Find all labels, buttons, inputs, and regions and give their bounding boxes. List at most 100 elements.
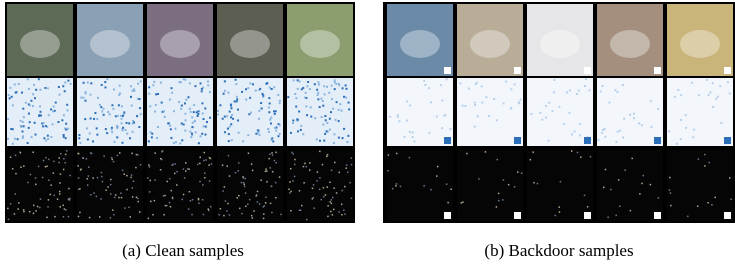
- attribution-speck: [176, 171, 178, 173]
- saliency-speck: [279, 124, 281, 126]
- saliency-speck: [157, 93, 159, 95]
- saliency-speck: [307, 81, 309, 83]
- trigger-patch: [654, 67, 661, 74]
- attribution-speck: [294, 159, 296, 161]
- saliency-speck: [441, 99, 443, 101]
- saliency-speck: [317, 98, 319, 100]
- saliency-speck: [474, 104, 476, 106]
- saliency-speck: [151, 133, 153, 135]
- saliency-speck: [347, 135, 349, 137]
- saliency-speck: [481, 102, 483, 104]
- saliency-speck: [31, 136, 33, 138]
- saliency-speck: [622, 136, 624, 138]
- saliency-speck: [691, 82, 693, 84]
- saliency-speck: [259, 88, 261, 90]
- saliency-speck: [63, 136, 65, 138]
- saliency-speck: [12, 128, 14, 130]
- attribution-speck: [222, 190, 224, 192]
- saliency-speck: [262, 94, 264, 96]
- saliency-speck: [343, 128, 345, 130]
- attribution-speck: [730, 199, 732, 201]
- saliency-speck: [93, 118, 95, 120]
- saliency-speck: [692, 136, 694, 138]
- saliency-speck: [332, 108, 334, 110]
- saliency-speck: [519, 99, 521, 101]
- attribution-speck: [228, 155, 230, 157]
- saliency-speck: [183, 78, 185, 80]
- saliency-speck: [271, 88, 273, 90]
- attribution-speck: [40, 198, 42, 200]
- saliency-speck: [406, 120, 408, 122]
- attribution-speck: [62, 205, 64, 207]
- saliency-speck: [29, 104, 31, 106]
- saliency-speck: [217, 113, 219, 115]
- attribution-speck: [332, 214, 334, 216]
- saliency-speck: [57, 121, 59, 123]
- saliency-speck: [230, 107, 232, 109]
- attribution-speck: [290, 210, 292, 212]
- saliency-speck: [324, 93, 326, 95]
- saliency-speck: [66, 104, 68, 106]
- saliency-speck: [309, 88, 311, 90]
- saliency-speck: [152, 84, 154, 86]
- attribution-speck: [400, 186, 402, 188]
- attribution-speck: [15, 155, 16, 157]
- attribution-speck: [113, 161, 115, 163]
- saliency-speck: [148, 93, 150, 95]
- saliency-speck: [171, 92, 173, 94]
- attribution-speck: [317, 171, 319, 173]
- attribution-speck: [140, 164, 142, 166]
- saliency-speck: [277, 135, 279, 137]
- attribution-speck: [498, 193, 500, 195]
- saliency-speck: [245, 99, 247, 101]
- attribution-speck: [430, 189, 432, 191]
- saliency-speck: [269, 87, 271, 89]
- saliency-speck: [83, 97, 85, 99]
- attribution-speck: [188, 168, 190, 170]
- saliency-speck: [99, 104, 101, 106]
- attribution-speck: [18, 202, 20, 204]
- saliency-speck: [227, 128, 229, 130]
- saliency-speck: [169, 125, 171, 127]
- saliency-speck: [314, 117, 316, 119]
- saliency-speck: [223, 93, 225, 95]
- attribution-speck: [92, 177, 94, 179]
- saliency-speck: [42, 125, 44, 127]
- saliency-speck: [505, 81, 507, 83]
- saliency-speck: [235, 83, 237, 85]
- attribution-speck: [321, 199, 323, 201]
- attribution-speck: [183, 194, 185, 196]
- saliency-speck: [21, 92, 23, 94]
- trigger-patch: [444, 212, 451, 219]
- attribution-speck: [669, 189, 671, 191]
- attribution-speck: [210, 206, 212, 208]
- saliency-speck: [346, 88, 348, 90]
- saliency-speck: [229, 126, 231, 128]
- saliency-speck: [430, 101, 432, 103]
- attribution-speck: [709, 162, 711, 164]
- saliency-speck: [584, 85, 586, 87]
- attribution-speck: [271, 152, 273, 154]
- attribution-speck: [137, 201, 139, 203]
- saliency-speck: [180, 108, 182, 110]
- saliency-speck: [224, 90, 226, 92]
- saliency-speck: [230, 123, 232, 125]
- saliency-speck: [189, 108, 191, 110]
- attribution-speck: [169, 178, 171, 180]
- saliency-speck: [346, 141, 348, 143]
- saliency-speck: [335, 119, 337, 121]
- saliency-speck: [106, 132, 108, 134]
- attribution-map: [77, 150, 143, 221]
- saliency-speck: [237, 109, 239, 111]
- saliency-speck: [43, 122, 45, 124]
- attribution-speck: [136, 197, 138, 199]
- saliency-speck: [32, 105, 34, 107]
- saliency-speck: [338, 84, 340, 86]
- saliency-speck: [191, 116, 193, 118]
- attribution-speck: [309, 162, 311, 164]
- attribution-speck: [508, 184, 510, 186]
- saliency-speck: [101, 110, 103, 112]
- attribution-speck: [299, 190, 301, 192]
- attribution-speck: [658, 197, 660, 199]
- saliency-speck: [28, 113, 30, 115]
